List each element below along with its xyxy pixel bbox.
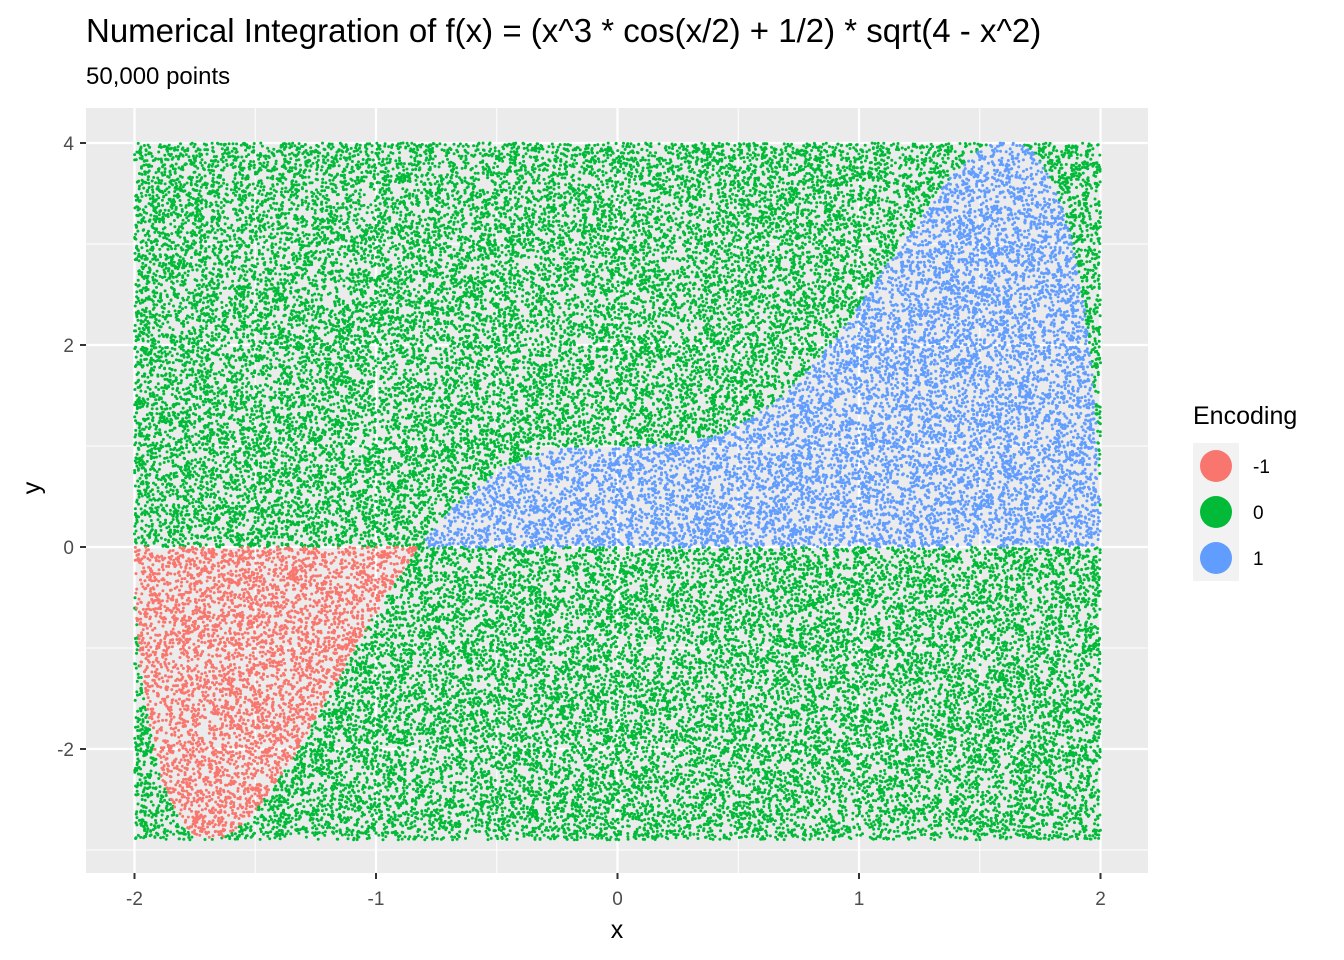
x-tick-label: 2 <box>1095 889 1106 910</box>
x-tick-label: -2 <box>126 889 143 910</box>
legend-entry-label: 0 <box>1253 503 1264 524</box>
y-tick-label: 0 <box>63 538 74 559</box>
y-tick-label: 2 <box>63 336 74 357</box>
x-tick-label: -1 <box>368 889 385 910</box>
legend-entry-label: 1 <box>1253 549 1264 570</box>
legend-key-swatch <box>1200 542 1232 574</box>
points-encoding-0 <box>133 141 1103 842</box>
y-axis-title: y <box>18 481 46 494</box>
legend-entry-label: -1 <box>1253 457 1270 478</box>
chart-title: Numerical Integration of f(x) = (x^3 * c… <box>86 12 1041 49</box>
y-axis: -2 0 2 4 <box>57 134 86 761</box>
x-axis: -2 -1 0 1 2 <box>126 873 1106 910</box>
x-axis-title: x <box>611 916 624 944</box>
points-encoding-1 <box>424 141 1102 549</box>
legend-title: Encoding <box>1193 402 1297 430</box>
chart-subtitle: 50,000 points <box>86 63 230 90</box>
legend-key-swatch <box>1200 450 1232 482</box>
legend: Encoding -1 0 1 <box>1193 402 1297 581</box>
scatter-points <box>133 141 1103 842</box>
points-encoding-neg1 <box>133 545 418 839</box>
x-tick-label: 1 <box>854 889 865 910</box>
legend-key-swatch <box>1200 496 1232 528</box>
x-tick-label: 0 <box>612 889 623 910</box>
y-tick-label: 4 <box>63 134 74 155</box>
y-tick-label: -2 <box>57 740 74 761</box>
